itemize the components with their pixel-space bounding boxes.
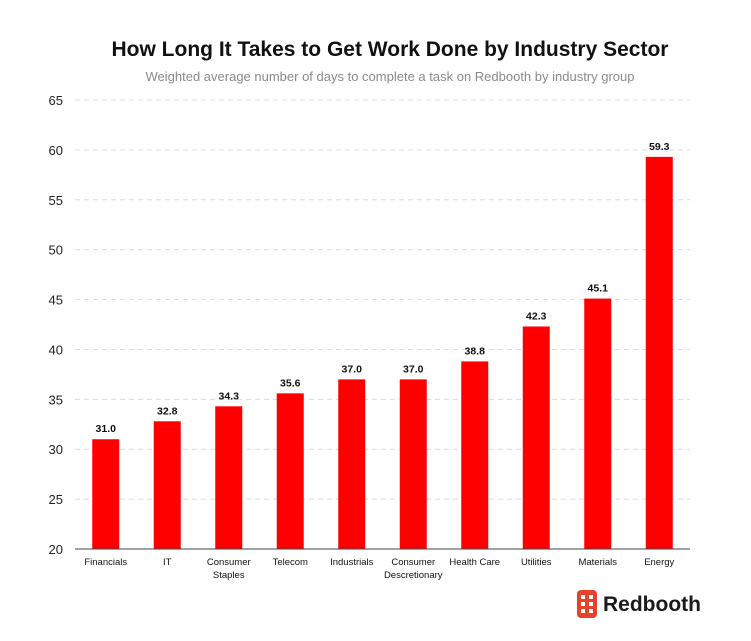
y-tick-label: 45: [49, 293, 63, 308]
y-tick-label: 50: [49, 243, 63, 258]
bar: [153, 421, 181, 549]
x-tick-label: Materials: [578, 557, 617, 568]
data-label: 45.1: [588, 283, 609, 295]
y-tick-label: 20: [49, 542, 63, 557]
bar: [92, 439, 120, 549]
bars: [92, 156, 673, 549]
chart-subtitle: Weighted average number of days to compl…: [146, 69, 635, 84]
x-tick-label: Consumer: [391, 557, 435, 568]
bar: [645, 156, 673, 549]
data-label: 34.3: [219, 390, 240, 402]
data-label: 37.0: [342, 363, 363, 375]
y-axis-ticks: 20 25 30 35 40 45 50 55 60 65: [49, 93, 63, 557]
x-tick-label: Telecom: [273, 557, 308, 568]
data-label: 35.6: [280, 377, 301, 389]
y-tick-label: 35: [49, 392, 63, 407]
data-label: 38.8: [465, 345, 486, 357]
x-tick-label: Industrials: [330, 557, 374, 568]
bar: [399, 379, 427, 549]
y-tick-label: 30: [49, 442, 63, 457]
x-tick-label: Energy: [644, 557, 674, 568]
data-label: 31.0: [96, 423, 117, 435]
redbooth-logo: Redbooth: [577, 590, 701, 618]
x-tick-label: Utilities: [521, 557, 552, 568]
bar: [276, 393, 304, 549]
x-tick-label: Consumer: [207, 557, 251, 568]
bar: [215, 406, 243, 549]
x-axis-ticks: Financials IT Consumer Staples Telecom Indust…: [84, 557, 674, 581]
data-label: 42.3: [526, 310, 547, 322]
x-tick-label: IT: [163, 557, 172, 568]
data-label: 37.0: [403, 363, 424, 375]
y-tick-label: 60: [49, 143, 63, 158]
building-icon: [577, 590, 597, 618]
bar: [461, 361, 489, 549]
bar: [522, 326, 550, 549]
data-label: 59.3: [649, 141, 670, 153]
x-tick-label: Descretionary: [384, 570, 443, 581]
bar: [584, 298, 612, 549]
data-labels: 31.0 32.8 34.3 35.6 37.0 37.0 38.8 42.3 45.1 59.3: [96, 141, 670, 435]
data-label: 32.8: [157, 405, 178, 417]
y-tick-label: 65: [49, 93, 63, 108]
x-tick-label: Health Care: [449, 557, 500, 568]
chart-title: How Long It Takes to Get Work Done by In…: [112, 38, 669, 61]
x-tick-label: Staples: [213, 570, 245, 581]
y-tick-label: 40: [49, 342, 63, 357]
brand-name: Redbooth: [603, 593, 701, 616]
y-tick-label: 25: [49, 492, 63, 507]
y-tick-label: 55: [49, 193, 63, 208]
x-tick-label: Financials: [84, 557, 127, 568]
bar: [338, 379, 366, 549]
